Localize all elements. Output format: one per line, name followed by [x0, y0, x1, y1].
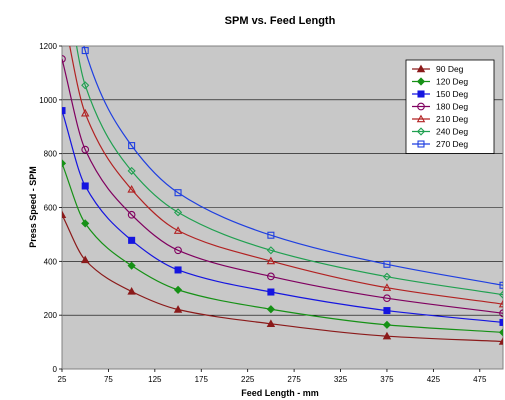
data-point: [266, 305, 275, 314]
x-tick-label: 475: [473, 375, 487, 384]
data-point: [128, 142, 136, 150]
data-point: [62, 159, 67, 168]
legend-label: 240 Deg: [436, 127, 468, 137]
data-point: [498, 290, 503, 299]
legend-label: 180 Deg: [436, 102, 468, 112]
series-line: [69, 46, 503, 305]
x-tick-label: 375: [380, 375, 394, 384]
data-point: [383, 260, 391, 268]
legend-swatch-marker: [416, 114, 426, 123]
data-point: [62, 107, 66, 115]
data-point: [382, 283, 392, 291]
data-point: [173, 305, 183, 313]
series-layer: [59, 4, 503, 345]
x-tick-label: 275: [287, 375, 301, 384]
data-point: [498, 337, 503, 345]
legend-label: 210 Deg: [436, 114, 468, 124]
data-point: [81, 182, 89, 190]
series-150-deg: [62, 107, 503, 326]
series-270-deg: [81, 46, 503, 289]
series-240-deg: [75, 46, 503, 299]
legend-swatch-marker: [417, 140, 425, 148]
data-point: [127, 210, 136, 219]
data-point: [267, 272, 275, 281]
data-point: [127, 261, 136, 270]
legend-label: 270 Deg: [436, 139, 468, 149]
data-point: [174, 246, 182, 255]
data-point: [174, 189, 182, 197]
x-tick-label: 75: [104, 375, 113, 384]
data-point: [81, 145, 90, 154]
x-tick-label: 225: [241, 375, 255, 384]
data-point: [173, 226, 183, 234]
data-point: [81, 81, 90, 90]
y-tick-label: 0: [53, 365, 58, 374]
y-tick-label: 200: [44, 311, 58, 320]
data-point: [62, 210, 67, 218]
data-point: [499, 281, 503, 289]
y-axis-label: Press Speed - SPM: [28, 166, 38, 248]
y-tick-label: 600: [44, 204, 58, 213]
data-point: [382, 320, 392, 329]
legend-label: 150 Deg: [436, 89, 468, 99]
data-point: [499, 318, 503, 326]
data-point: [267, 288, 275, 296]
data-point: [382, 272, 392, 281]
legend-swatch-marker: [416, 127, 426, 136]
legend-label: 120 Deg: [436, 77, 468, 87]
data-point: [81, 47, 89, 55]
data-point: [81, 219, 90, 228]
series-line: [75, 46, 503, 296]
series-210-deg: [59, 4, 503, 308]
x-tick-label: 425: [427, 375, 441, 384]
data-point: [382, 331, 392, 340]
chart-title: SPM vs. Feed Length: [225, 15, 336, 27]
legend-label: 90 Deg: [436, 64, 464, 74]
data-point: [80, 108, 90, 117]
x-tick-label: 25: [58, 375, 67, 384]
y-tick-label: 800: [44, 150, 58, 159]
data-point: [498, 328, 503, 337]
x-tick-label: 175: [195, 375, 209, 384]
y-tick-label: 1000: [39, 96, 57, 105]
series-180-deg: [62, 55, 503, 318]
data-point: [267, 231, 275, 239]
data-point: [174, 266, 182, 274]
data-point: [128, 236, 136, 244]
data-point: [59, 4, 66, 10]
legend-swatch-marker: [417, 102, 425, 111]
series-line: [83, 46, 503, 286]
legend-swatch-marker: [416, 64, 426, 73]
data-point: [499, 309, 503, 318]
data-point: [80, 255, 90, 264]
data-point: [266, 256, 276, 265]
x-axis-label: Feed Length - mm: [241, 388, 319, 398]
data-point: [173, 285, 183, 294]
data-point: [266, 246, 275, 255]
data-point: [383, 294, 391, 303]
x-tick-label: 125: [148, 375, 162, 384]
data-point: [127, 166, 136, 175]
data-point: [383, 307, 391, 315]
data-point: [498, 299, 503, 308]
legend: 90 Deg 120 Deg 150 Deg 180 Deg 210 Deg 240 De…: [405, 59, 495, 154]
legend-swatch-marker: [416, 77, 426, 86]
y-tick-label: 400: [44, 257, 58, 266]
data-point: [127, 185, 136, 193]
data-point: [127, 287, 136, 295]
series-line: [62, 58, 503, 314]
data-point: [62, 55, 66, 63]
legend-swatch-marker: [417, 90, 425, 98]
series-90-deg: [62, 210, 503, 345]
series-120-deg: [62, 159, 503, 337]
x-tick-label: 325: [334, 375, 348, 384]
plot-area: 0 200 400 600 800 1000 1200 25 75 125 175 225 275 325…: [39, 4, 504, 384]
data-point: [266, 319, 276, 327]
y-tick-label: 1200: [39, 42, 57, 51]
data-point: [173, 208, 183, 217]
